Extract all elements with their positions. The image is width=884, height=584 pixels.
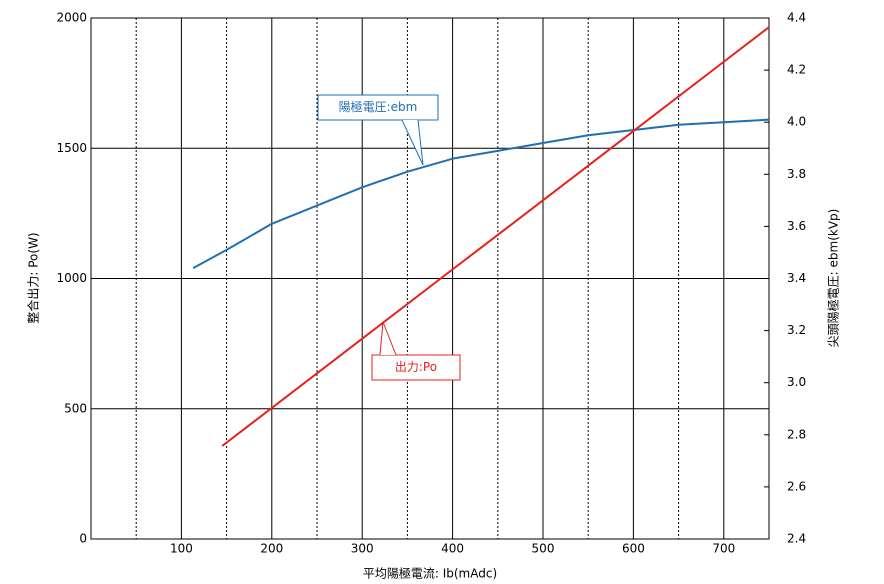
callout-box [317,94,439,121]
y-axis-label: 整合出力: Po(W) [26,232,41,323]
x-tick-label: 600 [622,542,645,556]
x-tick-label: 700 [712,542,735,556]
legend-label: 陽極電圧:ebm [339,99,418,114]
y2-tick-label: 3.2 [787,323,806,337]
y2-tick-label: 3.0 [787,375,806,389]
y2-tick-label: 4.4 [787,11,806,25]
series-line [192,118,770,269]
x-tick-label: 500 [532,542,555,556]
series-line [221,26,770,447]
callout-box [371,354,461,381]
x-tick-label: 200 [260,542,283,556]
y2-tick-label: 2.6 [787,479,806,493]
x-tick-label: 100 [170,542,193,556]
x-tick-label: 400 [441,542,464,556]
y2-tick-label: 3.8 [787,167,806,181]
legend-label: 出力:Po [395,360,437,374]
plot-frame [90,17,770,540]
x-axis-label: 平均陽極電流: Ib(mAdc) [363,566,497,581]
y2-tick-label: 4.2 [787,63,806,77]
y2-tick-label: 4.0 [787,115,806,129]
x-tick-label: 300 [351,542,374,556]
y-tick-label: 1000 [56,271,87,285]
y2-axis-label: 尖頭陽極電圧: ebm(kVp) [826,209,841,348]
callout-leader [401,119,424,166]
y-tick-label: 2000 [56,11,87,25]
y-tick-label: 500 [64,401,87,415]
y2-tick-label: 3.4 [787,271,806,285]
callout-leader [379,321,397,356]
y-tick-label: 1500 [56,141,87,155]
y2-tick-label: 3.6 [787,219,806,233]
y2-tick-label: 2.4 [787,532,806,546]
y-tick-label: 0 [79,532,87,546]
y2-tick-label: 2.8 [787,427,806,441]
